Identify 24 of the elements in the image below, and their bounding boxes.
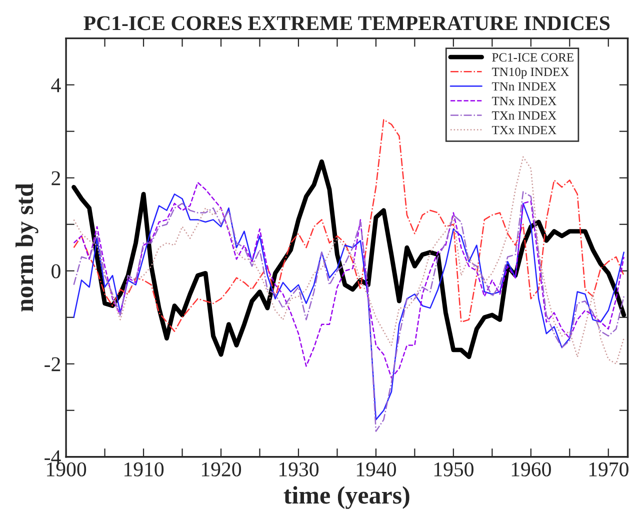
- line-series: [73, 182, 624, 378]
- x-tick-label: 1900: [47, 462, 86, 476]
- legend-label: TNn INDEX: [492, 82, 556, 91]
- y-axis-title: norm by std: [16, 183, 38, 312]
- legend-label: TN10p INDEX: [492, 68, 569, 79]
- legend-label: TXx INDEX: [492, 126, 556, 134]
- x-tick-label: 1950: [434, 462, 474, 476]
- y-tick-label: 2: [52, 171, 60, 186]
- x-axis-title: time (years): [284, 486, 410, 509]
- x-tick-label: 1970: [589, 462, 628, 476]
- x-tick-label: 1960: [512, 462, 551, 476]
- y-tick-label: 4: [51, 78, 61, 92]
- y-tick-label: -4: [44, 450, 61, 464]
- y-tick-label: 0: [52, 264, 60, 278]
- x-tick-label: 1940: [356, 462, 396, 476]
- legend-label: TXn INDEX: [492, 111, 556, 120]
- x-tick-label: 1920: [202, 462, 242, 476]
- line-series: [73, 119, 624, 332]
- x-tick-label: 1930: [279, 462, 319, 476]
- chart-title: PC1-ICE CORES EXTREME TEMPERATURE INDICES: [84, 16, 610, 30]
- y-tick-label: -2: [44, 357, 60, 372]
- legend-label: PC1-ICE CORE: [492, 53, 574, 62]
- x-tick-label: 1910: [124, 462, 164, 476]
- legend-label: TNx INDEX: [492, 96, 556, 106]
